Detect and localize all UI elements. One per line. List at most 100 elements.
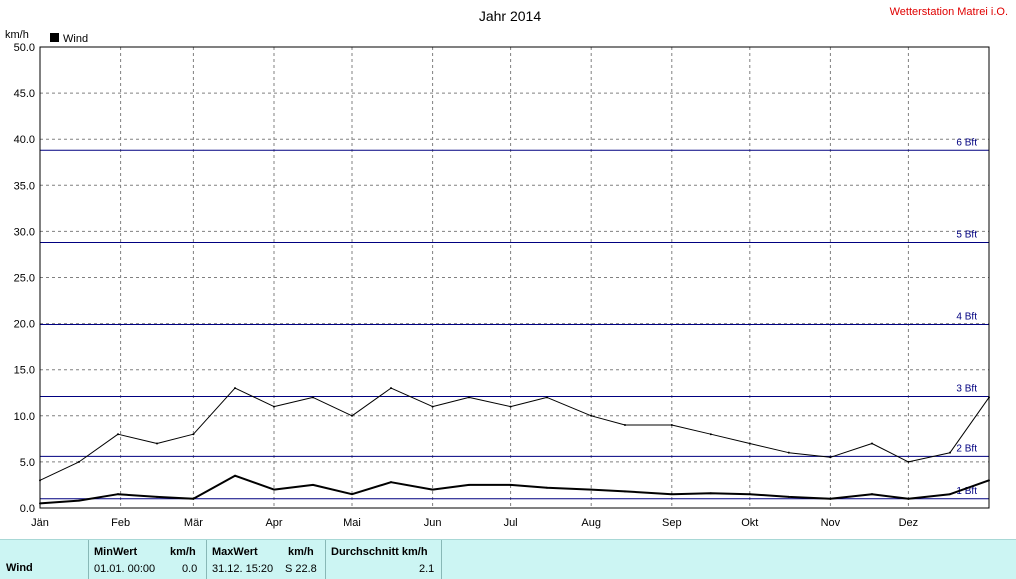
data-point — [192, 433, 195, 436]
beaufort-label: 6 Bft — [956, 137, 977, 148]
x-tick-label: Mär — [184, 517, 203, 529]
grid — [40, 47, 989, 508]
data-point — [390, 481, 392, 484]
series — [39, 387, 990, 505]
y-tick-label: 40.0 — [14, 134, 35, 146]
data-point — [907, 497, 910, 500]
beaufort-label: 3 Bft — [956, 383, 977, 394]
y-axis: 0.0 5.0 10.0 15.0 20.0 25.0 30.0 35.0 40.0 45.0 50… — [14, 42, 35, 515]
x-tick-label: Sep — [662, 517, 682, 529]
data-point — [871, 493, 873, 496]
wind-peak-series-line — [39, 387, 990, 481]
station-name: Wetterstation Matrei i.O. — [890, 6, 1008, 18]
y-tick-label: 0.0 — [20, 503, 35, 515]
x-tick-label: Jän — [31, 517, 49, 529]
x-tick-label: Dez — [899, 517, 919, 529]
data-point — [509, 483, 512, 486]
data-point — [351, 414, 353, 417]
beaufort-label: 2 Bft — [956, 443, 977, 454]
x-tick-label: Apr — [265, 517, 282, 529]
x-tick-label: Mai — [343, 517, 361, 529]
y-tick-label: 30.0 — [14, 226, 35, 238]
data-point — [312, 396, 314, 399]
divider — [441, 540, 442, 579]
y-tick-label: 35.0 — [14, 180, 35, 192]
data-point — [590, 488, 593, 491]
data-point — [871, 442, 873, 445]
y-tick-label: 45.0 — [14, 88, 35, 100]
data-point — [949, 451, 951, 454]
divider — [325, 540, 326, 579]
data-point — [787, 451, 790, 454]
data-point — [670, 424, 673, 427]
data-point — [787, 495, 790, 498]
stats-row-label: Wind — [6, 562, 33, 574]
data-point — [117, 433, 119, 436]
beaufort-label: 5 Bft — [956, 229, 977, 240]
x-tick-label: Feb — [111, 517, 130, 529]
data-point — [78, 460, 80, 463]
data-point — [748, 493, 751, 496]
min-unit: km/h — [170, 546, 196, 558]
x-tick-label: Okt — [741, 517, 758, 529]
chart: Jahr 2014 Wetterstation Matrei i.O. km/h… — [5, 6, 1008, 529]
legend-swatch — [50, 33, 59, 42]
beaufort-label: 4 Bft — [956, 312, 977, 323]
x-tick-label: Aug — [581, 517, 601, 529]
data-point — [78, 499, 80, 502]
data-point — [829, 456, 832, 459]
data-point — [468, 396, 470, 399]
y-tick-label: 15.0 — [14, 365, 35, 377]
y-tick-label: 50.0 — [14, 42, 35, 54]
divider — [88, 540, 89, 579]
x-tick-label: Jun — [424, 517, 442, 529]
data-point — [431, 488, 434, 491]
plot-frame — [39, 46, 990, 509]
data-point — [624, 424, 626, 427]
data-point — [546, 486, 548, 489]
data-point — [709, 433, 712, 436]
data-point — [156, 442, 158, 445]
max-time: 31.12. 15:20 — [212, 563, 274, 575]
data-point — [468, 483, 470, 486]
data-point — [312, 483, 314, 486]
x-tick-label: Jul — [504, 517, 518, 529]
data-point — [192, 497, 195, 500]
min-header: MinWert — [94, 546, 138, 558]
y-tick-label: 5.0 — [20, 457, 35, 469]
data-point — [117, 493, 119, 496]
stats-panel: Wind MinWert km/h 01.01. 00:00 0.0 MaxWe… — [0, 539, 1016, 579]
legend-label: Wind — [63, 33, 88, 45]
max-header: MaxWert — [212, 546, 258, 558]
data-point — [234, 387, 236, 390]
data-point — [546, 396, 548, 399]
data-point — [829, 497, 832, 500]
divider — [206, 540, 207, 579]
data-point — [273, 488, 275, 491]
beaufort-lines: 1 Bft 2 Bft 3 Bft 4 Bft 5 Bft 6 Bft — [40, 137, 989, 500]
x-axis: Jän Feb Mär Apr Mai Jun Jul Aug Sep Okt Nov Dez — [31, 517, 918, 529]
data-point — [624, 490, 626, 493]
avg-header: Durchschnitt km/h — [331, 546, 428, 558]
chart-title: Jahr 2014 — [479, 8, 541, 24]
y-tick-label: 20.0 — [14, 319, 35, 331]
y-tick-label: 10.0 — [14, 411, 35, 423]
data-point — [273, 405, 275, 408]
beaufort-label: 1 Bft — [956, 486, 977, 497]
data-point — [351, 493, 353, 496]
data-point — [709, 492, 712, 495]
data-point — [431, 405, 434, 408]
y-tick-label: 25.0 — [14, 273, 35, 285]
data-point — [234, 474, 236, 477]
y-axis-unit: km/h — [5, 29, 29, 41]
data-point — [907, 460, 910, 463]
min-value: 0.0 — [182, 563, 198, 575]
data-point — [590, 414, 593, 417]
data-point — [748, 442, 751, 445]
max-value: S 22.8 — [285, 563, 317, 575]
data-point — [509, 405, 512, 408]
data-point — [390, 387, 392, 390]
data-point — [670, 493, 673, 496]
max-unit: km/h — [288, 546, 314, 558]
data-point — [156, 495, 158, 498]
